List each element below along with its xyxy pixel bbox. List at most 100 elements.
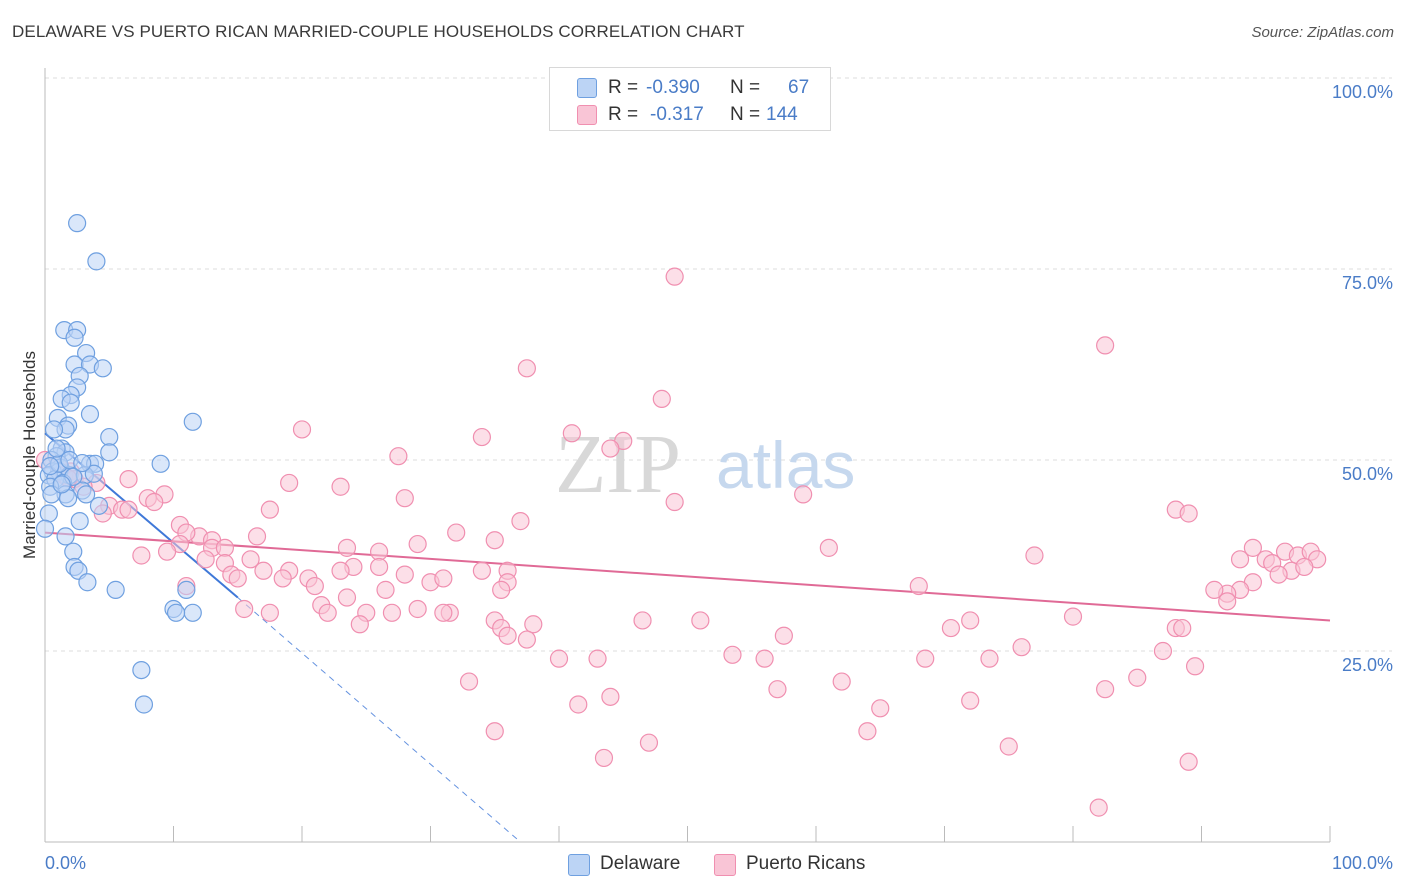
- delaware-point: [87, 252, 106, 271]
- puerto-ricans-point: [980, 649, 999, 668]
- puerto-ricans-point: [382, 603, 402, 622]
- puerto-ricans-point: [1179, 752, 1198, 771]
- puerto-ricans-point: [157, 542, 177, 561]
- puerto-ricans-point: [665, 267, 684, 286]
- delaware-point: [68, 214, 87, 233]
- delaware-point: [70, 512, 89, 531]
- chart-source: Source: ZipAtlas.com: [1251, 24, 1394, 41]
- puerto-ricans-point: [1173, 618, 1192, 638]
- data-points: [35, 214, 1327, 817]
- legend-row-puerto-ricans: R = -0.317 N = 144: [550, 101, 830, 129]
- puerto-ricans-point: [337, 538, 357, 557]
- puerto-ricans-point: [601, 439, 620, 458]
- puerto-ricans-point: [1179, 504, 1198, 523]
- puerto-ricans-point: [588, 649, 607, 668]
- puerto-ricans-point: [1089, 798, 1108, 817]
- puerto-ricans-point: [260, 603, 279, 622]
- puerto-ricans-point: [562, 424, 581, 443]
- puerto-ricans-point: [517, 359, 536, 378]
- puerto-ricans-point: [1218, 592, 1237, 611]
- puerto-ricans-point: [1243, 538, 1263, 557]
- puerto-ricans-point: [389, 447, 408, 466]
- delaware-point: [41, 457, 60, 476]
- watermark-atlas: atlas: [716, 428, 855, 502]
- delaware-point: [183, 412, 202, 431]
- legend-r-label: R =: [608, 104, 639, 125]
- puerto-ricans-point: [119, 470, 138, 489]
- delaware-point: [84, 464, 103, 483]
- puerto-ricans-point: [511, 512, 530, 531]
- puerto-ricans-point: [376, 580, 395, 599]
- puerto-ricans-point: [305, 576, 324, 596]
- delaware-point: [73, 453, 92, 473]
- puerto-ricans-point: [999, 737, 1018, 756]
- legend-label-puerto-ricans: Puerto Ricans: [746, 853, 866, 874]
- trend-line-extension: [237, 597, 521, 843]
- puerto-ricans-point: [768, 680, 787, 699]
- legend-n-value: 67: [788, 77, 810, 98]
- puerto-ricans-point: [492, 580, 511, 599]
- puerto-ricans-point: [1205, 580, 1224, 599]
- puerto-ricans-point: [132, 546, 151, 565]
- puerto-ricans-point: [1153, 641, 1173, 661]
- puerto-ricans-point: [871, 699, 890, 718]
- puerto-ricans-point: [260, 500, 279, 519]
- correlation-legend: R = -0.390 N = 67 R = -0.317 N = 144: [549, 67, 831, 131]
- puerto-ricans-point: [228, 569, 247, 588]
- delaware-point: [77, 485, 96, 504]
- puerto-ricans-point: [916, 649, 935, 668]
- x-tick-label: 100.0%: [1332, 853, 1393, 873]
- delaware-point: [44, 420, 64, 439]
- trend-line-puerto-ricans: [44, 531, 1331, 622]
- puerto-ricans-point: [1063, 607, 1083, 626]
- puerto-ricans-point: [1295, 557, 1314, 577]
- chart-title: DELAWARE VS PUERTO RICAN MARRIED-COUPLE …: [12, 22, 745, 41]
- delaware-point: [134, 695, 154, 714]
- puerto-ricans-point: [524, 615, 543, 634]
- puerto-ricans-point: [247, 527, 267, 546]
- puerto-ricans-point: [485, 722, 504, 741]
- puerto-ricans-point: [755, 649, 774, 668]
- puerto-ricans-point: [569, 695, 588, 714]
- puerto-ricans-point: [794, 485, 813, 504]
- legend-n-label: N =: [730, 104, 761, 125]
- delaware-point: [64, 542, 83, 561]
- puerto-ricans-point: [1096, 680, 1115, 699]
- delaware-point: [177, 580, 196, 599]
- trend-lines: [44, 432, 1331, 843]
- puerto-ricans-point: [691, 611, 710, 630]
- puerto-ricans-point: [337, 588, 357, 607]
- puerto-ricans-point: [395, 489, 414, 508]
- puerto-ricans-point: [215, 538, 234, 557]
- puerto-ricans-point: [1230, 550, 1250, 569]
- puerto-ricans-point: [665, 492, 684, 512]
- puerto-ricans-point: [119, 500, 138, 519]
- puerto-ricans-point: [633, 611, 652, 630]
- y-tick-label: 75.0%: [1342, 273, 1393, 293]
- axes: [44, 68, 1331, 843]
- puerto-ricans-point: [235, 599, 254, 619]
- legend-swatch-delaware: [568, 854, 590, 876]
- legend-swatch-puerto-ricans: [577, 105, 597, 125]
- y-axis-label: Married-couple Households: [20, 351, 39, 559]
- puerto-ricans-point: [434, 569, 453, 588]
- y-tick-label: 100.0%: [1332, 82, 1393, 102]
- delaware-point: [35, 519, 55, 538]
- puerto-ricans-point: [961, 691, 980, 710]
- delaware-point: [93, 359, 112, 378]
- legend-r-label: R =: [608, 77, 639, 98]
- puerto-ricans-point: [331, 561, 350, 580]
- delaware-point: [78, 573, 97, 592]
- legend-n-value: 144: [766, 104, 798, 125]
- puerto-ricans-point: [723, 645, 742, 664]
- puerto-ricans-point: [652, 389, 671, 408]
- puerto-ricans-point: [858, 722, 877, 741]
- delaware-point: [47, 439, 66, 458]
- puerto-ricans-point: [941, 618, 961, 638]
- legend-swatch-puerto-ricans: [714, 854, 736, 876]
- legend-row-delaware: R = -0.390 N = 67: [550, 74, 830, 102]
- puerto-ricans-point: [447, 523, 466, 542]
- delaware-point: [89, 496, 109, 515]
- puerto-ricans-point: [639, 733, 659, 752]
